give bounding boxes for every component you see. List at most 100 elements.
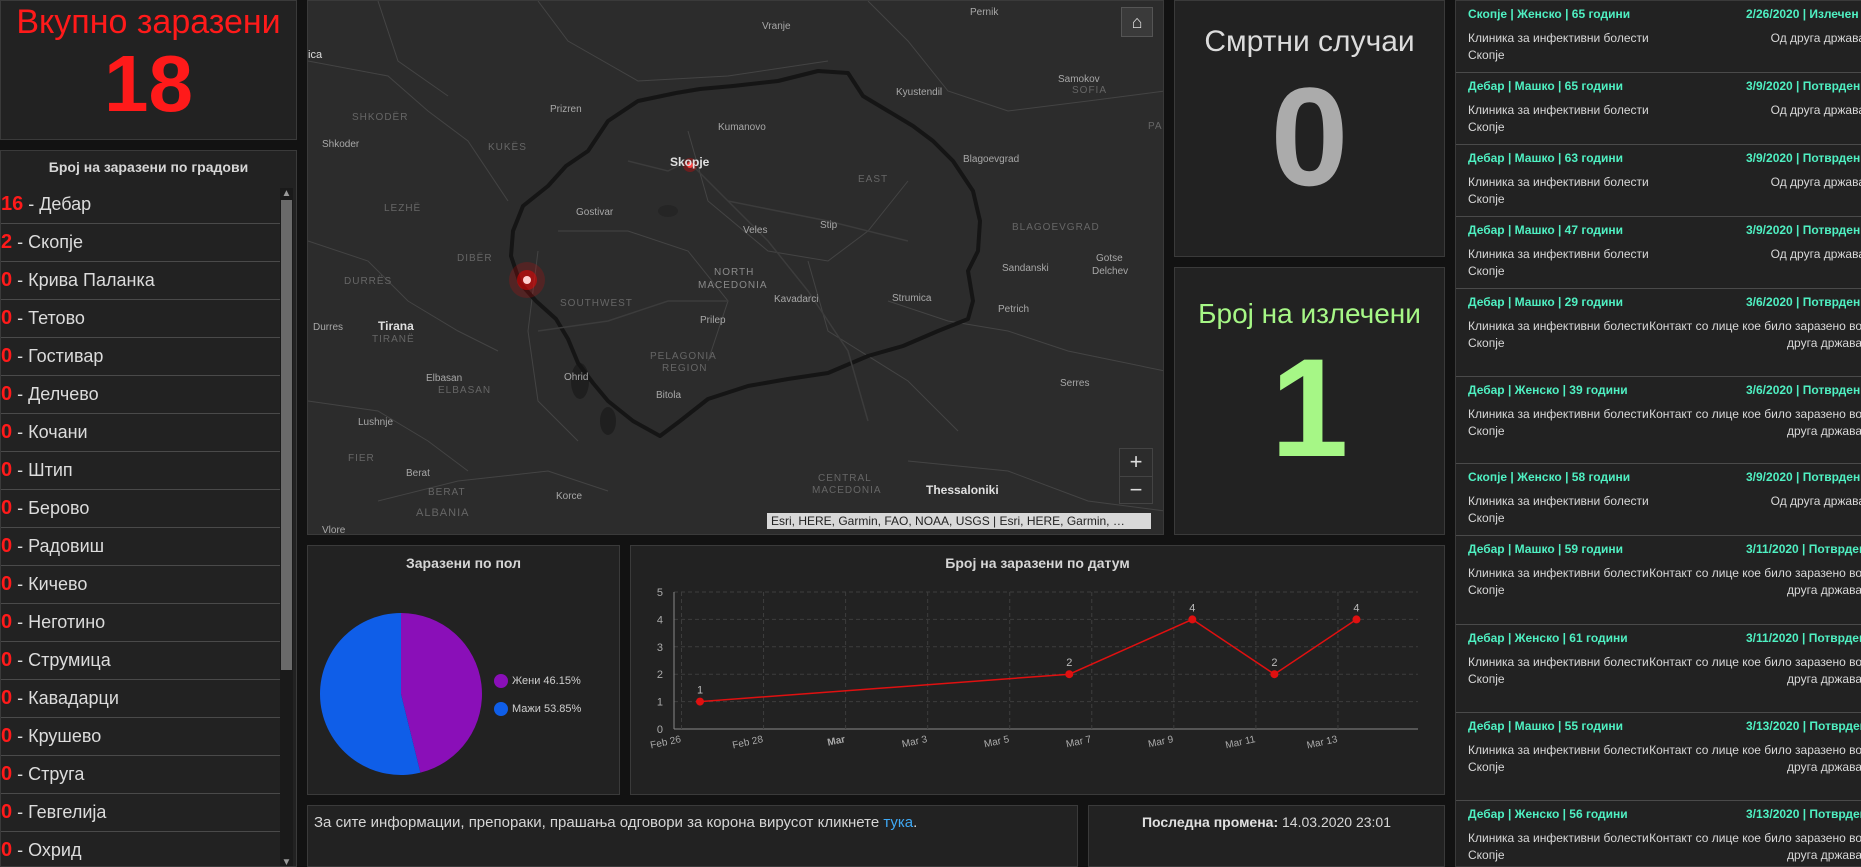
case-date-status: 3/13/2020 | Потврден bbox=[1746, 719, 1861, 733]
info-panel: За сите информации, препораки, прашања о… bbox=[307, 805, 1078, 867]
lake-prespa bbox=[600, 407, 616, 435]
city-name: - Струга bbox=[12, 764, 85, 784]
city-row: 0 - Штип bbox=[1, 452, 282, 490]
map-attribution[interactable]: Esri, HERE, Garmin, FAO, NOAA, USGS | Es… bbox=[767, 513, 1151, 529]
case-clinic: Клиника за инфективни болести Скопје bbox=[1468, 655, 1649, 686]
case-item[interactable]: Дебар | Женско | 56 години 3/13/2020 | П… bbox=[1456, 801, 1861, 866]
map-region-label: DURRËS bbox=[344, 276, 393, 287]
case-item[interactable]: Дебар | Машко | 55 години 3/13/2020 | По… bbox=[1456, 713, 1861, 801]
case-item[interactable]: Дебар | Женско | 39 години 3/6/2020 | По… bbox=[1456, 377, 1861, 464]
x-tick-label: Mar bbox=[827, 734, 847, 748]
cities-scroll-thumb[interactable] bbox=[281, 200, 292, 670]
data-point bbox=[1065, 670, 1074, 679]
city-name: - Скопје bbox=[12, 232, 83, 252]
city-count: 16 bbox=[1, 193, 24, 215]
gender-chart-panel: Заразени по пол Жени 46.15% Мажи 53.85% bbox=[307, 545, 620, 795]
case-item[interactable]: Дебар | Машко | 47 години 3/9/2020 | Пот… bbox=[1456, 217, 1861, 289]
city-count: 0 bbox=[1, 839, 13, 861]
data-label: 2 bbox=[1066, 657, 1072, 669]
x-tick-label: Mar 5 bbox=[983, 734, 1011, 750]
zoom-out-button[interactable]: − bbox=[1129, 477, 1143, 502]
scroll-up-icon[interactable]: ▲ bbox=[281, 188, 292, 199]
case-clinic: Клиника за инфективни болести Скопје bbox=[1468, 743, 1649, 774]
info-end: . bbox=[913, 814, 918, 831]
map-label: Delchev bbox=[1092, 266, 1129, 277]
last-change-label: Последна промена: bbox=[1141, 814, 1279, 830]
zoom-in-button[interactable]: + bbox=[1120, 449, 1152, 477]
x-tick-label: Feb 28 bbox=[731, 734, 764, 751]
map-label: Serres bbox=[1060, 378, 1090, 389]
map-label: Gotse bbox=[1096, 253, 1123, 264]
map-label: Berat bbox=[406, 468, 430, 479]
case-item[interactable]: Дебар | Машко | 59 години 3/11/2020 | По… bbox=[1456, 536, 1861, 625]
city-count: 0 bbox=[1, 573, 13, 595]
case-source: Контакт со лице кое било заразено во дру… bbox=[1649, 831, 1861, 862]
case-item[interactable]: Дебар | Машко | 65 години 3/9/2020 | Пот… bbox=[1456, 73, 1861, 145]
legend-male-swatch bbox=[494, 702, 508, 716]
pie-slice-male bbox=[320, 613, 421, 775]
map-label: Vranje bbox=[762, 21, 791, 32]
city-name: - Гостивар bbox=[12, 346, 104, 366]
city-name: - Кавадарци bbox=[12, 688, 119, 708]
map-view[interactable]: Vranje Pernik ica Samokov SOFIA SHKODËR … bbox=[307, 0, 1164, 535]
x-tick-label: Mar 7 bbox=[1065, 734, 1093, 750]
case-date-status: 3/6/2020 | Потврден bbox=[1746, 383, 1861, 397]
city-name: - Струмица bbox=[12, 650, 111, 670]
case-date-status: 3/13/2020 | Потврден bbox=[1746, 807, 1861, 821]
case-item[interactable]: Скопје | Женско | 65 години 2/26/2020 | … bbox=[1456, 1, 1861, 73]
data-label: 2 bbox=[1271, 657, 1277, 669]
data-label: 4 bbox=[1189, 602, 1195, 614]
case-header: Дебар | Женско | 39 години bbox=[1468, 383, 1628, 397]
case-source: Контакт со лице кое било заразено во дру… bbox=[1649, 743, 1861, 774]
date-chart-panel: Број на заразени по датум 0 1 2 3 4 5 Feb 26 Fe… bbox=[630, 545, 1445, 795]
city-name: - Крушево bbox=[12, 726, 102, 746]
map-label: Veles bbox=[743, 225, 768, 236]
city-row: 0 - Струга bbox=[1, 756, 282, 794]
case-header: Дебар | Машко | 47 години bbox=[1468, 223, 1623, 237]
case-item[interactable]: Скопје | Женско | 58 години 3/9/2020 | П… bbox=[1456, 464, 1861, 536]
home-button[interactable]: ⌂ bbox=[1121, 7, 1153, 37]
scroll-down-icon[interactable]: ▼ bbox=[281, 857, 292, 867]
case-clinic: Клиника за инфективни болести Скопје bbox=[1468, 831, 1649, 862]
city-name: - Кочани bbox=[12, 422, 88, 442]
x-tick-label: Feb 26 bbox=[649, 734, 682, 751]
map-region-label: BLAGOEVGRAD bbox=[1012, 222, 1100, 233]
map-region-label: NORTH bbox=[714, 267, 755, 278]
city-row: 0 - Крушево bbox=[1, 718, 282, 756]
case-source: Од друга држава bbox=[1770, 247, 1861, 261]
data-point bbox=[1188, 615, 1197, 624]
info-link[interactable]: тука bbox=[883, 814, 914, 831]
map-region-label: MACEDONIA bbox=[812, 485, 882, 496]
y-tick-label: 1 bbox=[657, 697, 663, 709]
map-label: Prilep bbox=[700, 315, 726, 326]
case-clinic: Клиника за инфективни болести Скопје bbox=[1468, 407, 1649, 438]
case-header: Дебар | Машко | 29 години bbox=[1468, 295, 1623, 309]
map-label: Bitola bbox=[656, 390, 682, 401]
case-item[interactable]: Дебар | Женско | 61 години 3/11/2020 | П… bbox=[1456, 625, 1861, 713]
case-header: Дебар | Машко | 59 години bbox=[1468, 542, 1623, 556]
map-label-skopje: Skopje bbox=[670, 155, 710, 169]
map-region-label: EAST bbox=[858, 174, 889, 185]
city-name: - Дебар bbox=[23, 194, 92, 214]
legend-female[interactable]: Жени 46.15% bbox=[494, 674, 581, 688]
zoom-control: + − bbox=[1119, 448, 1153, 504]
x-tick-label: Mar 3 bbox=[901, 734, 929, 750]
deaths-panel: Смртни случаи 0 bbox=[1174, 0, 1445, 257]
legend-male[interactable]: Мажи 53.85% bbox=[494, 702, 581, 716]
pie-slice-female bbox=[401, 613, 482, 773]
case-item[interactable]: Дебар | Машко | 29 години 3/6/2020 | Пот… bbox=[1456, 289, 1861, 377]
case-clinic: Клиника за инфективни болести Скопје bbox=[1468, 566, 1649, 597]
map-label: Vlore bbox=[322, 525, 346, 535]
city-count: 0 bbox=[1, 383, 13, 405]
city-name: - Гевгелија bbox=[12, 802, 107, 822]
map-region-label: SOUTHWEST bbox=[560, 298, 633, 309]
case-header: Дебар | Женско | 56 години bbox=[1468, 807, 1628, 821]
cases-list[interactable]: Скопје | Женско | 65 години 2/26/2020 | … bbox=[1455, 0, 1861, 867]
city-count: 0 bbox=[1, 269, 13, 291]
map-label: Kumanovo bbox=[718, 122, 766, 133]
case-item[interactable]: Дебар | Машко | 63 години 3/9/2020 | Пот… bbox=[1456, 145, 1861, 217]
city-count: 0 bbox=[1, 307, 13, 329]
cities-scrollbar[interactable]: ▲ ▼ bbox=[280, 188, 293, 867]
map-label: Elbasan bbox=[426, 373, 463, 384]
deaths-title: Смртни случаи bbox=[1204, 25, 1415, 58]
